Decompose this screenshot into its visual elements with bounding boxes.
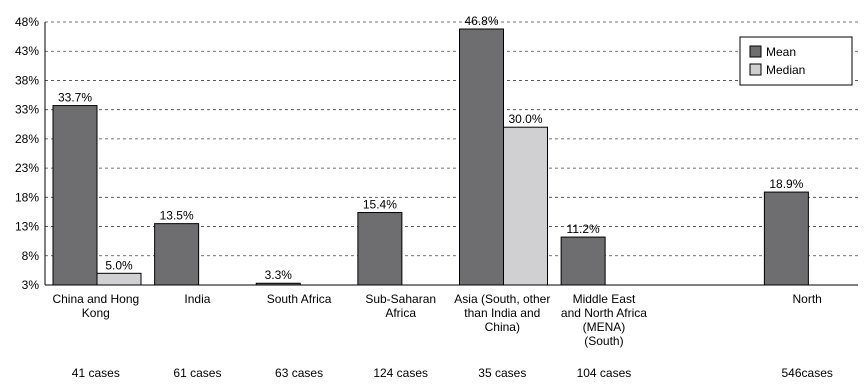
data-label: 15.4% <box>363 198 397 212</box>
case-count-label: 61 cases <box>173 366 221 380</box>
y-tick-label: 3% <box>22 278 40 292</box>
legend-box <box>739 36 853 86</box>
legend-label-median: Median <box>766 63 805 77</box>
x-category-label: South Africa <box>267 292 332 306</box>
bar-mean <box>560 236 606 286</box>
data-label: 46.8% <box>464 14 498 28</box>
y-tick-label: 48% <box>15 15 39 29</box>
x-category-label: North <box>793 292 822 306</box>
y-tick-label: 28% <box>15 132 39 146</box>
data-label: 13.5% <box>160 209 194 223</box>
legend-swatch-median <box>749 63 762 76</box>
x-category-label: India <box>184 292 210 306</box>
y-tick-label: 23% <box>15 161 39 175</box>
case-count-label: 104 cases <box>577 366 632 380</box>
case-count-label: 124 cases <box>373 366 428 380</box>
bar-mean <box>154 223 200 286</box>
y-tick-label: 33% <box>15 103 39 117</box>
y-tick-label: 13% <box>15 220 39 234</box>
data-label: 33.7% <box>58 91 92 105</box>
data-label: 18.9% <box>769 177 803 191</box>
bar-mean <box>763 191 809 286</box>
bar-median <box>503 126 548 286</box>
case-count-label: 546cases <box>782 366 833 380</box>
case-count-label: 35 cases <box>478 366 526 380</box>
case-count-label: 63 cases <box>275 366 323 380</box>
legend-swatch-mean <box>749 45 762 58</box>
y-tick-label: 8% <box>22 249 40 263</box>
bar-mean <box>459 28 504 286</box>
data-label: 5.0% <box>105 258 133 272</box>
data-label: 3.3% <box>265 268 293 282</box>
case-count-label: 41 cases <box>72 366 120 380</box>
x-category-label: Asia (South, other than India and China) <box>454 292 550 334</box>
bar-mean <box>357 212 403 286</box>
x-category-label: China and Hong Kong <box>52 292 139 320</box>
data-label: 11.2% <box>567 222 600 236</box>
legend-label-mean: Mean <box>766 45 796 59</box>
y-tick-label: 18% <box>15 190 39 204</box>
data-label: 30.0% <box>508 112 542 126</box>
x-category-label: Middle East and North Africa (MENA) (South) <box>561 292 647 348</box>
bar-mean <box>52 105 98 286</box>
x-category-label: Sub-Saharan Africa <box>365 292 436 320</box>
y-tick-label: 38% <box>15 73 39 87</box>
y-tick-label: 43% <box>15 44 39 58</box>
bar-median <box>96 272 142 286</box>
bar-mean <box>255 282 301 286</box>
